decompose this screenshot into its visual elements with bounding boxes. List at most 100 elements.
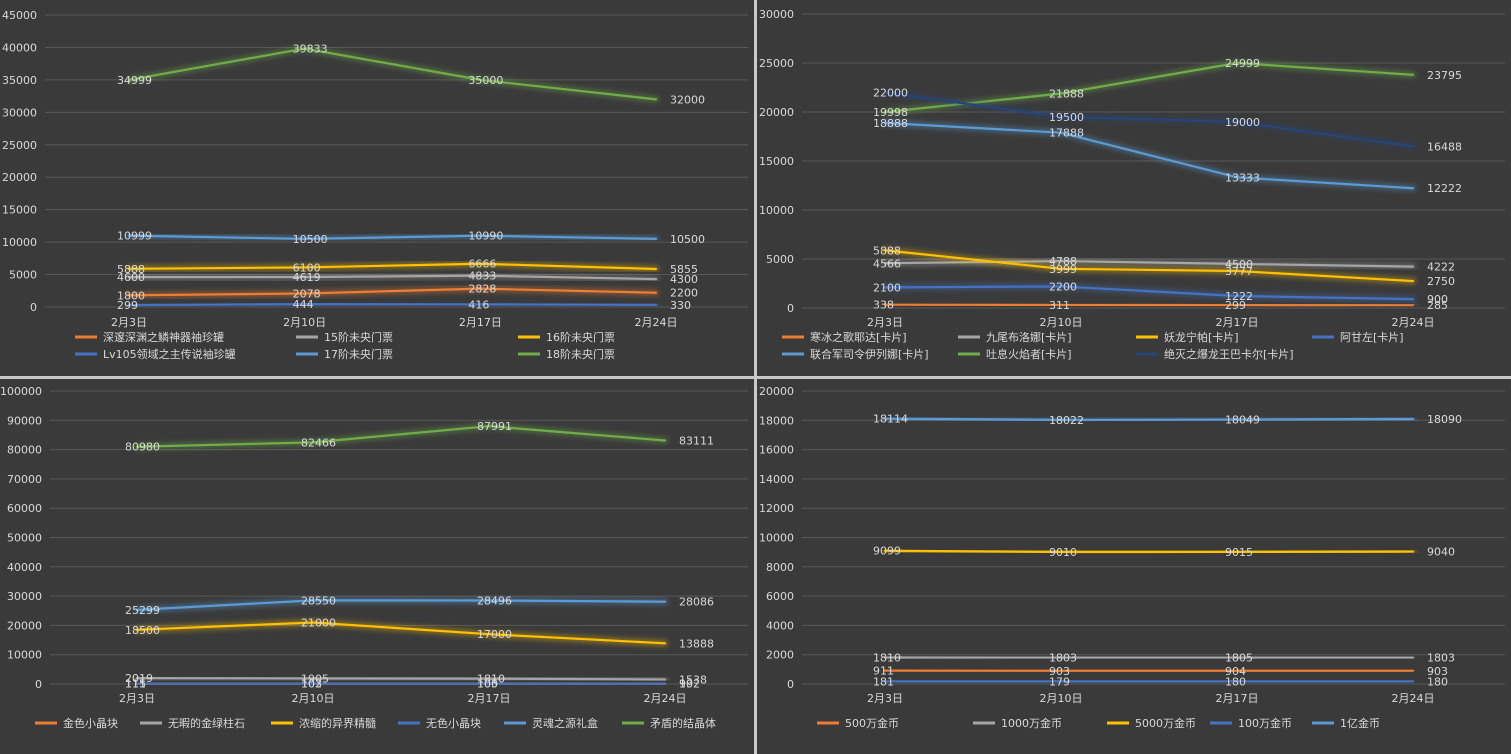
chart-panel-top-right: 0 5000 10000 15000 20000 25000 30000 2月3日 2月10日 2… — [757, 0, 1511, 376]
series-line — [135, 676, 667, 681]
data-label: 2200 — [1049, 280, 1077, 293]
data-label: 28086 — [679, 596, 714, 609]
y-tick-label: 50000 — [7, 532, 42, 545]
y-tick-label: 20000 — [759, 106, 794, 119]
data-label: 180 — [1427, 675, 1448, 688]
chart-panel-bottom-right: 0 2000 4000 6000 8000 10000 12000 14000 16000 180… — [757, 379, 1511, 754]
x-tick-label: 2月24日 — [644, 692, 687, 705]
series-line — [127, 303, 658, 307]
x-tick-label: 2月17日 — [1216, 316, 1259, 329]
data-label: 83111 — [679, 434, 714, 447]
data-label: 18500 — [125, 624, 160, 637]
y-tick-label: 0 — [35, 678, 42, 691]
data-label: 19000 — [1225, 116, 1260, 129]
y-tick-label: 18000 — [759, 414, 794, 427]
chart-top-right: 0 5000 10000 15000 20000 25000 30000 2月3日 2月10日 2… — [759, 8, 1505, 361]
legend-item: 绝灭之爆龙王巴卡尔[卡片] — [1136, 347, 1294, 361]
data-label: 13888 — [679, 637, 714, 650]
series-glow — [125, 45, 660, 103]
series-line — [883, 285, 1415, 301]
data-label: 24999 — [1225, 57, 1260, 70]
y-tick-label: 90000 — [7, 414, 42, 427]
data-label: 4833 — [468, 270, 496, 283]
legend-label: 绝灭之爆龙王巴卡尔[卡片] — [1164, 347, 1294, 361]
legend-label: 深邃深渊之鳞神器袖珍罐 — [103, 330, 224, 344]
data-label: 21000 — [301, 616, 336, 629]
chart-bottom-left: 0 10000 20000 30000 40000 50000 60000 70000 8000… — [0, 385, 748, 730]
legend-label: 1000万金币 — [1001, 716, 1062, 730]
data-label: 4300 — [670, 273, 698, 286]
data-label: 4600 — [117, 271, 145, 284]
data-label: 18049 — [1225, 414, 1260, 427]
legend-item: 5000万金币 — [1107, 716, 1196, 730]
data-label: 9015 — [1225, 546, 1253, 559]
legend-item: 金色小晶块 — [35, 716, 118, 730]
legend-label: 金色小晶块 — [63, 716, 118, 730]
data-label: 416 — [468, 298, 489, 311]
data-label: 904 — [1225, 665, 1246, 678]
data-label: 115 — [125, 678, 146, 691]
legend-item: 17阶未央门票 — [296, 347, 393, 361]
data-label: 285 — [1427, 299, 1448, 312]
y-tick-label: 30000 — [2, 106, 37, 119]
y-tick-label: 10000 — [7, 649, 42, 662]
legend-item: 无色小晶块 — [398, 716, 481, 730]
data-label: 12222 — [1427, 182, 1462, 195]
data-label: 87991 — [477, 420, 512, 433]
data-label: 179 — [1049, 675, 1070, 688]
data-label: 5888 — [873, 244, 901, 257]
data-label: 35000 — [468, 74, 503, 87]
data-label: 5888 — [117, 263, 145, 276]
y-tick-label: 6000 — [766, 590, 794, 603]
data-label: 10500 — [293, 233, 328, 246]
x-tick-label: 2月24日 — [635, 316, 678, 329]
x-tick-label: 2月17日 — [468, 692, 511, 705]
y-tick-label: 80000 — [7, 444, 42, 457]
legend-item: 1000万金币 — [973, 716, 1062, 730]
series-line — [883, 417, 1415, 422]
x-tick-label: 2月3日 — [111, 316, 147, 329]
y-tick-label: 20000 — [2, 171, 37, 184]
legend-label: 浓缩的异界精髓 — [299, 716, 376, 730]
y-tick-label: 20000 — [7, 619, 42, 632]
chart-panel-top-left: 0 5000 10000 15000 20000 25000 30000 35000 40000… — [0, 0, 754, 376]
data-label: 299 — [117, 299, 138, 312]
data-label: 2019 — [125, 672, 153, 685]
data-label: 34999 — [117, 74, 152, 87]
data-label: 2100 — [873, 281, 901, 294]
legend-label: 5000万金币 — [1135, 716, 1196, 730]
data-label: 299 — [1225, 299, 1246, 312]
y-tick-label: 0 — [787, 678, 794, 691]
data-label: 22000 — [873, 86, 908, 99]
data-label: 18114 — [873, 413, 908, 426]
x-tick-label: 2月10日 — [1040, 692, 1083, 705]
data-label: 28496 — [477, 595, 512, 608]
series-line — [127, 47, 658, 101]
data-label: 10500 — [670, 233, 705, 246]
x-tick-label: 2月3日 — [867, 692, 903, 705]
data-label: 1905 — [301, 672, 329, 685]
data-label: 9040 — [1427, 546, 1455, 559]
data-label: 23795 — [1427, 69, 1462, 82]
series-line — [883, 249, 1415, 283]
data-label: 10990 — [468, 230, 503, 243]
legend-label: 无暇的金绿柱石 — [168, 716, 245, 730]
data-label: 444 — [293, 298, 314, 311]
x-tick-label: 2月3日 — [119, 692, 155, 705]
legend-item: 1亿金币 — [1312, 716, 1380, 730]
data-label: 5855 — [670, 263, 698, 276]
legend-item: 100万金币 — [1210, 716, 1292, 730]
legend-item: 矛盾的结晶体 — [622, 716, 716, 730]
data-label: 111 — [125, 678, 146, 691]
legend-label: 1亿金币 — [1340, 716, 1380, 730]
series-line — [883, 303, 1415, 307]
data-label: 180 — [1225, 675, 1246, 688]
data-label: 3999 — [1049, 263, 1077, 276]
legend-item: 联合军司令伊列娜[卡片] — [782, 347, 929, 361]
data-label: 1803 — [1049, 652, 1077, 665]
legend-label: 15阶未央门票 — [324, 330, 393, 344]
x-tick-label: 2月10日 — [283, 316, 326, 329]
series-line — [127, 262, 658, 271]
x-tick-label: 2月24日 — [1392, 316, 1435, 329]
legend-item: 灵魂之源礼盒 — [504, 716, 598, 730]
